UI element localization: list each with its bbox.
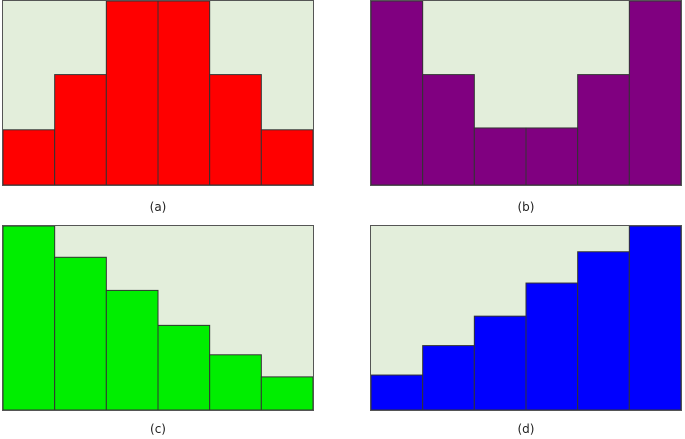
chart-panel-a: [2, 0, 314, 186]
bar-c-6: [260, 376, 313, 410]
chart-panel-d: [370, 225, 682, 411]
bar-d-5: [577, 251, 630, 410]
bar-chart-d: [371, 226, 681, 410]
bar-c-3: [105, 289, 159, 410]
chart-panel-b: [370, 0, 682, 186]
bar-a-1: [3, 129, 56, 185]
caption-b: (b): [517, 200, 535, 214]
bar-c-1: [3, 226, 56, 410]
bar-c-5: [209, 354, 262, 410]
bar-b-5: [577, 74, 630, 185]
bar-b-4: [525, 127, 579, 185]
bar-b-2: [422, 74, 475, 185]
bar-d-6: [628, 226, 681, 410]
bar-chart-b: [371, 1, 681, 185]
bar-a-4: [157, 1, 211, 185]
bar-chart-c: [3, 226, 313, 410]
bar-chart-a: [3, 1, 313, 185]
chart-panel-c: [2, 225, 314, 411]
bar-d-3: [473, 315, 527, 410]
bar-d-4: [525, 282, 579, 410]
bar-c-2: [54, 256, 107, 410]
bar-d-2: [422, 345, 475, 410]
bar-b-6: [628, 1, 681, 185]
bar-b-3: [473, 127, 527, 185]
bar-a-3: [105, 1, 159, 185]
caption-d: (d): [517, 422, 535, 436]
bar-a-2: [54, 74, 107, 185]
bar-b-1: [371, 1, 424, 185]
bar-a-5: [209, 74, 262, 185]
bar-d-1: [371, 374, 424, 410]
caption-a: (a): [149, 200, 167, 214]
bar-a-6: [260, 129, 313, 185]
bar-c-4: [157, 324, 211, 410]
caption-c: (c): [150, 422, 166, 436]
